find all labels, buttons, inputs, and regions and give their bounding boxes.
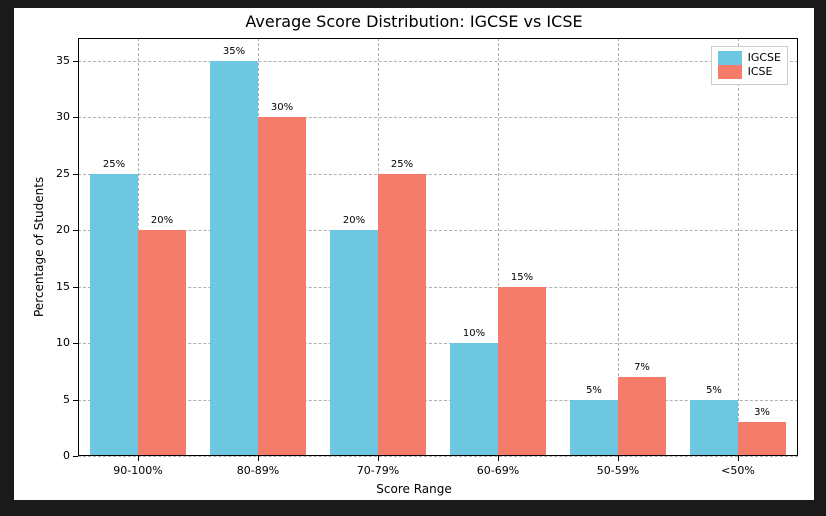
bar-icse bbox=[138, 230, 186, 456]
y-tick-label: 25 bbox=[56, 167, 70, 180]
bar-igcse bbox=[570, 400, 618, 456]
bar-value-label: 20% bbox=[142, 215, 182, 226]
bar-icse bbox=[738, 422, 786, 456]
gridline-h bbox=[78, 287, 798, 288]
axis-spine bbox=[78, 455, 798, 456]
legend-item: ICSE bbox=[718, 65, 781, 79]
y-axis-label: Percentage of Students bbox=[32, 177, 46, 317]
x-tick bbox=[498, 456, 499, 461]
y-tick-label: 35 bbox=[56, 54, 70, 67]
bar-value-label: 15% bbox=[502, 272, 542, 283]
x-tick bbox=[258, 456, 259, 461]
y-tick-label: 15 bbox=[56, 280, 70, 293]
x-tick-label: 50-59% bbox=[578, 464, 658, 477]
x-tick-label: 80-89% bbox=[218, 464, 298, 477]
bar-value-label: 5% bbox=[694, 385, 734, 396]
bar-value-label: 30% bbox=[262, 102, 302, 113]
bar-icse bbox=[378, 174, 426, 456]
bar-value-label: 10% bbox=[454, 328, 494, 339]
legend-label: ICSE bbox=[748, 65, 773, 79]
bar-value-label: 25% bbox=[94, 159, 134, 170]
bar-value-label: 7% bbox=[622, 362, 662, 373]
y-tick-label: 0 bbox=[63, 449, 70, 462]
bar-icse bbox=[498, 287, 546, 456]
gridline-h bbox=[78, 456, 798, 457]
bar-igcse bbox=[690, 400, 738, 456]
x-tick bbox=[138, 456, 139, 461]
axis-spine bbox=[78, 38, 79, 456]
x-axis-label: Score Range bbox=[14, 482, 814, 496]
x-tick-label: <50% bbox=[698, 464, 778, 477]
x-tick-label: 70-79% bbox=[338, 464, 418, 477]
bar-value-label: 35% bbox=[214, 46, 254, 57]
legend-swatch bbox=[718, 65, 742, 79]
bar-igcse bbox=[90, 174, 138, 456]
gridline-v bbox=[738, 38, 739, 456]
y-tick-label: 30 bbox=[56, 110, 70, 123]
legend-label: IGCSE bbox=[748, 51, 781, 65]
bar-value-label: 5% bbox=[574, 385, 614, 396]
gridline-h bbox=[78, 61, 798, 62]
x-tick bbox=[738, 456, 739, 461]
gridline-h bbox=[78, 230, 798, 231]
gridline-h bbox=[78, 343, 798, 344]
bar-value-label: 20% bbox=[334, 215, 374, 226]
gridline-h bbox=[78, 174, 798, 175]
chart-title: Average Score Distribution: IGCSE vs ICS… bbox=[14, 12, 814, 31]
legend-swatch bbox=[718, 51, 742, 65]
plot-area: 25% 20% 35% 30% 20% 25% 10% 15% 5% 7% 5% 3% bbox=[78, 38, 798, 456]
bar-igcse bbox=[330, 230, 378, 456]
chart-frame: Average Score Distribution: IGCSE vs ICS… bbox=[14, 8, 814, 500]
y-tick-label: 10 bbox=[56, 336, 70, 349]
x-tick bbox=[618, 456, 619, 461]
bar-value-label: 3% bbox=[742, 407, 782, 418]
bar-icse bbox=[618, 377, 666, 456]
legend: IGCSEICSE bbox=[711, 46, 788, 85]
y-tick bbox=[73, 456, 78, 457]
x-tick-label: 90-100% bbox=[98, 464, 178, 477]
y-tick-label: 20 bbox=[56, 223, 70, 236]
x-tick bbox=[378, 456, 379, 461]
bar-value-label: 25% bbox=[382, 159, 422, 170]
axis-spine bbox=[78, 38, 798, 39]
bar-igcse bbox=[450, 343, 498, 456]
y-tick-label: 5 bbox=[63, 393, 70, 406]
legend-item: IGCSE bbox=[718, 51, 781, 65]
bar-igcse bbox=[210, 61, 258, 456]
x-tick-label: 60-69% bbox=[458, 464, 538, 477]
axis-spine bbox=[797, 38, 798, 456]
gridline-h bbox=[78, 117, 798, 118]
bar-icse bbox=[258, 117, 306, 456]
